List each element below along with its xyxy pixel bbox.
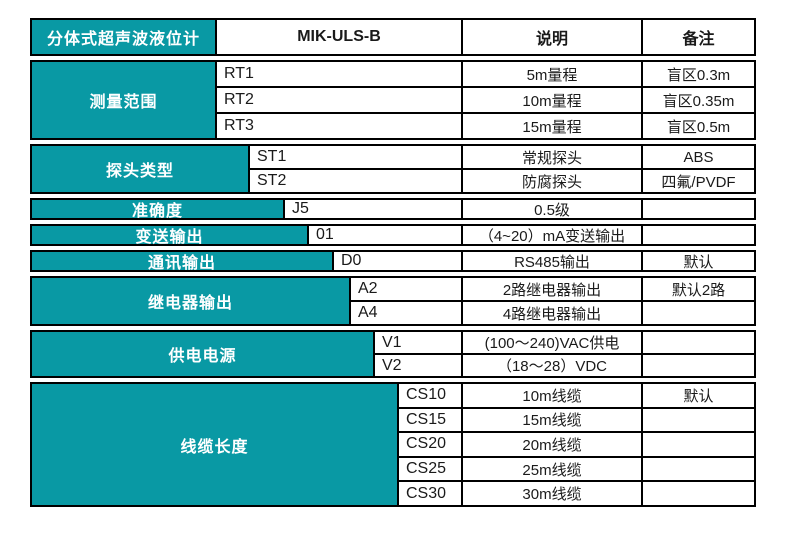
desc-cell: （18～28）VDC bbox=[463, 355, 643, 376]
remark-cell: 盲区0.5m bbox=[666, 118, 731, 136]
remark-cell: ABS bbox=[683, 148, 714, 166]
remark-cell: 默认2路 bbox=[671, 281, 726, 299]
table-row: V1 (100～240)VAC供电 bbox=[375, 332, 754, 353]
code-cell: CS25 bbox=[399, 457, 463, 481]
code-cell: V2 bbox=[375, 355, 463, 376]
desc-cell: 5m量程 bbox=[463, 62, 643, 86]
table-header-row: 分体式超声波液位计 MIK-ULS-B 说明 备注 bbox=[30, 18, 756, 56]
desc-cell: 10m线缆 bbox=[463, 384, 643, 407]
group-label-accuracy: 准确度 bbox=[32, 200, 285, 220]
table-row: CS30 30m线缆 bbox=[399, 480, 754, 505]
code-cell: A4 bbox=[351, 302, 463, 324]
group-label-measuring-range: 测量范围 bbox=[32, 62, 217, 138]
table-row: CS25 25m线缆 bbox=[399, 455, 754, 481]
desc-cell: 10m量程 bbox=[463, 88, 643, 112]
remark-cell bbox=[643, 409, 754, 432]
desc-cell: 常规探头 bbox=[463, 146, 643, 168]
desc-cell: 15m量程 bbox=[463, 114, 643, 138]
code-cell: 01 bbox=[309, 226, 463, 244]
code-cell: RT1 bbox=[217, 62, 463, 86]
desc-cell: 25m线缆 bbox=[463, 457, 643, 481]
table-row: ST1 常规探头 ABS bbox=[250, 146, 754, 168]
block-power-supply: 供电电源 V1 (100～240)VAC供电 V2 （18～28）VDC bbox=[30, 330, 756, 378]
remark-cell bbox=[643, 302, 754, 324]
code-cell: RT3 bbox=[217, 114, 463, 138]
desc-cell: 0.5级 bbox=[463, 200, 643, 218]
remark-cell bbox=[643, 332, 754, 353]
block-probe-type: 探头类型 ST1 常规探头 ABS ST2 防腐探头 四氟/PVDF bbox=[30, 144, 756, 194]
table-row: A4 4路继电器输出 bbox=[351, 300, 754, 324]
desc-cell: 2路继电器输出 bbox=[463, 278, 643, 300]
desc-cell: 防腐探头 bbox=[463, 170, 643, 192]
block-measuring-range: 测量范围 RT1 5m量程 盲区0.3m RT2 10m量程 盲区0.35m R… bbox=[30, 60, 756, 140]
block-cable-length: 线缆长度 CS10 10m线缆 默认 CS15 15m线缆 CS20 20m线缆 bbox=[30, 382, 756, 507]
remark-cell: 盲区0.35m bbox=[662, 92, 735, 110]
remark-cell: 默认 bbox=[683, 253, 714, 271]
remark-cell bbox=[643, 200, 754, 218]
block-accuracy: 准确度 J5 0.5级 bbox=[30, 198, 756, 220]
code-cell: ST1 bbox=[250, 146, 463, 168]
table-row: V2 （18～28）VDC bbox=[375, 353, 754, 376]
table-row: D0 RS485输出 默认 bbox=[334, 252, 754, 270]
code-cell: A2 bbox=[351, 278, 463, 300]
table-row: A2 2路继电器输出 默认2路 bbox=[351, 278, 754, 300]
table-row: J5 0.5级 bbox=[285, 200, 754, 218]
remark-cell: 盲区0.3m bbox=[666, 66, 731, 84]
desc-cell: (100～240)VAC供电 bbox=[463, 332, 643, 353]
desc-cell: 20m线缆 bbox=[463, 433, 643, 456]
table-row: RT2 10m量程 盲区0.35m bbox=[217, 86, 754, 112]
group-label-relay-output: 继电器输出 bbox=[32, 278, 351, 324]
group-label-transmit-output: 变送输出 bbox=[32, 226, 309, 246]
code-cell: CS15 bbox=[399, 408, 463, 432]
group-label-power-supply: 供电电源 bbox=[32, 332, 375, 376]
code-cell: CS10 bbox=[399, 384, 463, 407]
code-cell: V1 bbox=[375, 332, 463, 353]
desc-cell: 15m线缆 bbox=[463, 408, 643, 432]
code-cell: RT2 bbox=[217, 88, 463, 112]
remark-cell bbox=[643, 433, 754, 456]
code-cell: CS20 bbox=[399, 433, 463, 456]
remark-cell bbox=[643, 458, 754, 481]
table-row: CS15 15m线缆 bbox=[399, 406, 754, 432]
code-cell: ST2 bbox=[250, 170, 463, 192]
group-label-comm-output: 通讯输出 bbox=[32, 252, 334, 272]
desc-cell: 4路继电器输出 bbox=[463, 302, 643, 324]
block-relay-output: 继电器输出 A2 2路继电器输出 默认2路 A4 4路继电器输出 bbox=[30, 276, 756, 326]
product-title: 分体式超声波液位计 bbox=[32, 20, 217, 54]
remark-cell: 四氟/PVDF bbox=[661, 173, 736, 191]
group-label-cable-length: 线缆长度 bbox=[32, 384, 399, 505]
remark-cell: 默认 bbox=[683, 387, 714, 405]
code-cell: D0 bbox=[334, 252, 463, 270]
table-row: 01 （4~20）mA变送输出 bbox=[309, 226, 754, 244]
model-selection-table: 分体式超声波液位计 MIK-ULS-B 说明 备注 测量范围 RT1 5m量程 … bbox=[30, 18, 756, 507]
table-row: RT1 5m量程 盲区0.3m bbox=[217, 62, 754, 86]
code-cell: CS30 bbox=[399, 482, 463, 505]
remark-cell bbox=[643, 355, 754, 376]
table-row: RT3 15m量程 盲区0.5m bbox=[217, 112, 754, 138]
model-header: MIK-ULS-B bbox=[217, 20, 463, 54]
desc-cell: RS485输出 bbox=[463, 252, 643, 270]
remark-column-header: 备注 bbox=[682, 31, 715, 48]
code-cell: J5 bbox=[285, 200, 463, 218]
group-label-probe-type: 探头类型 bbox=[32, 146, 250, 192]
desc-cell: 30m线缆 bbox=[463, 482, 643, 505]
block-transmit-output: 变送输出 01 （4~20）mA变送输出 bbox=[30, 224, 756, 246]
remark-cell bbox=[643, 226, 754, 244]
table-row: CS20 20m线缆 bbox=[399, 431, 754, 456]
desc-cell: （4~20）mA变送输出 bbox=[463, 226, 643, 244]
block-comm-output: 通讯输出 D0 RS485输出 默认 bbox=[30, 250, 756, 272]
description-column-header: 说明 bbox=[463, 20, 643, 54]
remark-cell bbox=[643, 482, 754, 505]
table-row: CS10 10m线缆 默认 bbox=[399, 384, 754, 407]
table-row: ST2 防腐探头 四氟/PVDF bbox=[250, 168, 754, 192]
